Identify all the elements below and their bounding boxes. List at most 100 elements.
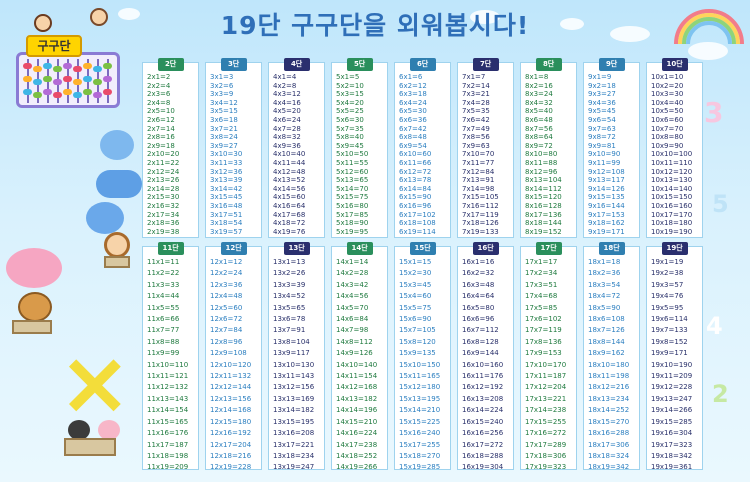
table-header: 2단: [157, 58, 184, 71]
table-row: 16x9=144: [462, 349, 499, 358]
table-row: 10x16=160: [651, 201, 693, 210]
table-row: 6x13=78: [399, 176, 432, 185]
table-row: 17x10=170: [525, 360, 567, 369]
table-row: 8x4=32: [525, 98, 553, 107]
table-row: 6x5=30: [399, 107, 427, 116]
table-row: 15x11=165: [399, 372, 441, 381]
table-row: 5x11=55: [336, 158, 369, 167]
table-row: 10x2=20: [651, 81, 684, 90]
table-row: 17x1=17: [525, 258, 558, 266]
abacus-bead: [103, 76, 112, 82]
table-row: 9x11=99: [588, 158, 621, 167]
abacus-bead: [43, 63, 52, 69]
table-row: 2x12=24: [147, 167, 180, 176]
table-row: 13x2=26: [273, 269, 306, 278]
table-row: 8x6=48: [525, 115, 553, 124]
abacus-bead: [63, 89, 72, 95]
table-row: 15x7=105: [399, 326, 436, 335]
table-row: 13x5=65: [273, 303, 306, 312]
table-row: 8x9=72: [525, 141, 553, 150]
table-row: 10x18=180: [651, 219, 693, 228]
table-row: 14x12=168: [336, 383, 378, 392]
table-row: 19x7=133: [651, 326, 688, 335]
table-row: 3x14=42: [210, 184, 243, 193]
table-row: 16x18=288: [462, 451, 504, 460]
table-row: 15x4=60: [399, 292, 432, 301]
table-rows: 4x1=4 4x2=8 4x3=12 4x4=16 4x5=20 4x6=24 4x7=28…: [273, 73, 322, 236]
abacus-bead: [103, 89, 112, 95]
table-row: 8x17=136: [525, 210, 562, 219]
table-header: 5단: [346, 58, 373, 71]
table-rows: 15x1=15 15x2=30 15x3=45 15x4=60 15x5=75 15x6=…: [399, 257, 448, 474]
table-row: 16x7=112: [462, 326, 499, 335]
table-row: 4x13=52: [273, 176, 306, 185]
abacus-bead: [73, 66, 82, 72]
table-rows: 18x1=18 18x2=36 18x3=54 18x4=72 18x5=90 18x6=…: [588, 257, 637, 474]
table-row: 15x15=225: [399, 417, 441, 426]
table-row: 3x12=36: [210, 167, 243, 176]
table-row: 16x19=304: [462, 463, 504, 472]
table-row: 11x11=121: [147, 372, 189, 381]
table-row: 15x2=30: [399, 269, 432, 278]
table-row: 10x8=80: [651, 133, 684, 142]
table-row: 17x3=51: [525, 280, 558, 289]
table-header: 9단: [598, 58, 625, 71]
table-row: 2x3=6: [147, 90, 171, 99]
table-row: 13x12=156: [273, 383, 315, 392]
table-row: 18x8=144: [588, 337, 625, 346]
table-row: 4x15=60: [273, 193, 306, 202]
table-rows: 13x1=13 13x2=26 13x3=39 13x4=52 13x5=65 13x6=…: [273, 257, 322, 474]
table-header: 14단: [346, 242, 373, 255]
table-row: 2x1=2: [147, 73, 171, 81]
table-row: 19x9=171: [651, 349, 688, 358]
table-row: 5x2=10: [336, 81, 364, 90]
table-rows: 17x1=17 17x2=34 17x3=51 17x4=68 17x5=85 17x6=…: [525, 257, 574, 474]
table-rows: 19x1=19 19x2=38 19x3=57 19x4=76 19x5=95 19x6=…: [651, 257, 700, 474]
child-figure: [34, 14, 52, 32]
decor-number-2: 2: [712, 380, 729, 408]
page-title: 19단 구구단을 외워봅시다!: [220, 11, 530, 40]
table-row: 13x7=91: [273, 326, 306, 335]
table-row: 13x10=130: [273, 360, 315, 369]
child-figure: [90, 8, 108, 26]
table-row: 18x19=342: [588, 463, 630, 472]
table-row: 16x17=272: [462, 440, 504, 449]
cloud: [118, 8, 140, 20]
abacus-bead: [33, 92, 42, 98]
table-row: 12x5=60: [210, 303, 243, 312]
abacus-illustration: [16, 52, 120, 108]
table-row: 3x11=33: [210, 158, 243, 167]
abacus-bead: [103, 63, 112, 69]
table-row: 16x11=176: [462, 372, 504, 381]
table-row: 6x8=48: [399, 133, 427, 142]
times-table-7단: 7단 7x1=7 7x2=14 7x3=21 7x4=28 7x5=35 7x6=42 7x7…: [457, 58, 515, 238]
table-row: 5x6=30: [336, 115, 364, 124]
table-row: 19x18=342: [651, 451, 693, 460]
table-row: 3x1=3: [210, 73, 234, 81]
table-row: 19x14=266: [651, 406, 693, 415]
table-row: 8x2=16: [525, 81, 553, 90]
table-row: 4x17=68: [273, 210, 306, 219]
abacus-bead: [53, 92, 62, 98]
table-header: 13단: [283, 242, 310, 255]
table-row: 16x4=64: [462, 292, 495, 301]
table-row: 15x17=255: [399, 440, 441, 449]
table-row: 9x14=126: [588, 184, 625, 193]
table-row: 17x12=204: [525, 383, 567, 392]
basket: [64, 438, 116, 456]
table-row: 7x18=126: [462, 219, 499, 228]
table-row: 11x10=110: [147, 360, 189, 369]
table-row: 12x17=204: [210, 440, 252, 449]
table-header: 8단: [535, 58, 562, 71]
table-row: 19x5=95: [651, 303, 684, 312]
table-row: 9x5=45: [588, 107, 616, 116]
table-row: 12x19=228: [210, 463, 252, 472]
table-row: 6x7=42: [399, 124, 427, 133]
abacus-bead: [23, 76, 32, 82]
times-table-8단: 8단 8x1=8 8x2=16 8x3=24 8x4=32 8x5=40 8x6=48 8x7…: [520, 58, 578, 238]
table-row: 14x3=42: [336, 280, 369, 289]
table-row: 7x2=14: [462, 81, 490, 90]
table-row: 19x4=76: [651, 292, 684, 301]
table-row: 12x15=180: [210, 417, 252, 426]
table-row: 9x12=108: [588, 167, 625, 176]
